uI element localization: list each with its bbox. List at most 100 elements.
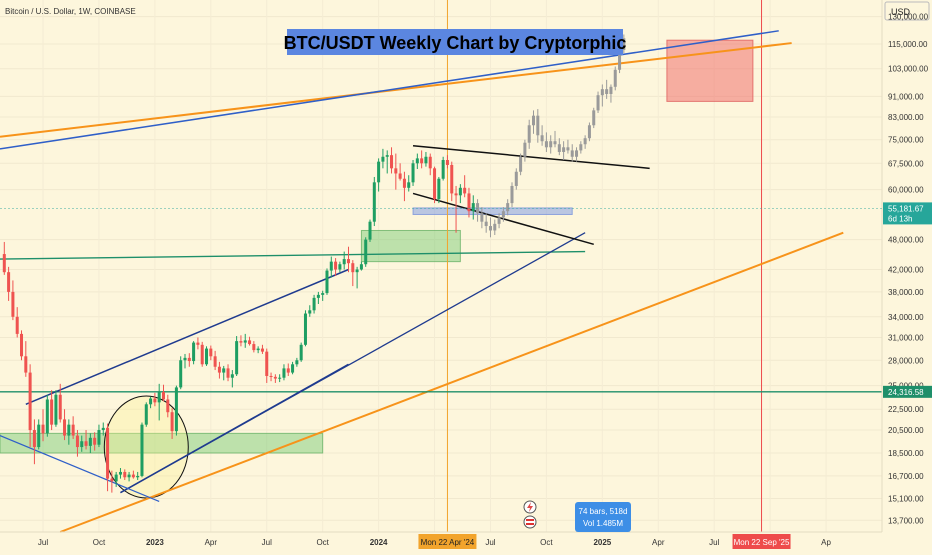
- candle-body: [471, 203, 475, 212]
- currency-button[interactable]: [884, 1, 930, 21]
- candle-body: [377, 161, 381, 183]
- candle-body: [342, 259, 346, 265]
- long-navy-support[interactable]: [120, 232, 586, 494]
- candle: [295, 357, 299, 367]
- lightning-bolt-glyph: [527, 502, 533, 512]
- candle-body: [118, 471, 122, 475]
- candle: [75, 430, 79, 457]
- candle: [7, 266, 11, 301]
- candle-body: [575, 150, 579, 157]
- candle-body: [243, 340, 247, 343]
- candle: [97, 424, 101, 448]
- candle-body: [488, 226, 492, 231]
- candle-body: [424, 156, 428, 164]
- candle-body: [131, 474, 135, 478]
- candle-body: [161, 391, 165, 400]
- candle-body: [587, 125, 591, 139]
- candle: [433, 166, 437, 204]
- y-tick-label: 38,000.00: [888, 288, 924, 297]
- us-flag-icon[interactable]: [523, 515, 537, 529]
- candle-body: [493, 223, 497, 231]
- candle-body: [282, 368, 286, 378]
- candle: [467, 187, 471, 218]
- candle-body: [497, 217, 501, 224]
- candle-body: [101, 427, 105, 431]
- projection-candle: [527, 119, 531, 149]
- candle: [183, 353, 187, 369]
- candle: [368, 219, 372, 242]
- triangle-top[interactable]: [412, 145, 650, 170]
- projection-candle: [519, 153, 523, 176]
- candle-body: [618, 49, 622, 70]
- candle-body: [235, 341, 239, 375]
- candle-body: [592, 110, 596, 126]
- upper-orange-channel[interactable]: [0, 42, 792, 138]
- candle-body: [385, 155, 389, 157]
- candle-body: [127, 474, 131, 478]
- candle: [256, 346, 260, 354]
- candle-body: [540, 135, 544, 142]
- candle-body: [368, 221, 372, 240]
- symbol-header: Bitcoin / U.S. Dollar, 1W, COINBASE: [5, 7, 136, 16]
- candle-body: [437, 178, 441, 200]
- candle: [123, 469, 127, 480]
- price-axis-panel: [882, 0, 932, 550]
- lower-orange-channel[interactable]: [59, 231, 844, 533]
- candle-body: [222, 368, 226, 373]
- candle: [54, 390, 58, 427]
- green-sloped[interactable]: [0, 250, 586, 260]
- candle: [50, 390, 54, 431]
- candle-body: [278, 377, 282, 379]
- candle: [303, 310, 307, 347]
- candle-body: [179, 360, 183, 388]
- candle: [114, 471, 118, 487]
- candle-body: [527, 125, 531, 143]
- candle: [226, 364, 230, 382]
- measure-volume: Vol 1.485M: [583, 519, 623, 528]
- candle: [424, 151, 428, 167]
- candle-body: [549, 141, 553, 148]
- candle-body: [256, 348, 260, 351]
- candle: [243, 333, 247, 348]
- candle: [63, 409, 67, 441]
- candle-body: [325, 270, 329, 294]
- candle: [32, 419, 36, 465]
- projection-candle: [609, 84, 613, 103]
- candle-body: [183, 357, 187, 361]
- candle-body: [381, 156, 385, 162]
- y-tick-label: 20,500.00: [888, 426, 924, 435]
- price-label-bg: [883, 385, 932, 398]
- projection-candle: [600, 84, 604, 107]
- candle-body: [58, 394, 62, 420]
- price-label-bg: [883, 202, 932, 225]
- candle: [385, 150, 389, 174]
- chart-title-banner: BTC/USDT Weekly Chart by Cryptorphic: [284, 29, 626, 55]
- candle: [286, 363, 290, 376]
- candle-body: [557, 144, 561, 152]
- candle-body: [544, 141, 548, 148]
- candle: [45, 394, 49, 437]
- candle-body: [411, 163, 415, 183]
- candle: [265, 348, 269, 383]
- candle: [415, 153, 419, 170]
- measure-tooltip-box: [575, 502, 631, 532]
- left-blue-fall[interactable]: [0, 435, 160, 503]
- candle-body: [136, 475, 140, 478]
- candle: [398, 163, 402, 181]
- long-blue-trend[interactable]: [0, 30, 779, 150]
- candle: [24, 341, 28, 377]
- candle: [458, 184, 462, 204]
- candle: [196, 337, 200, 350]
- flag-stripe-1: [526, 519, 534, 521]
- projection-candle: [583, 135, 587, 149]
- candle-body: [299, 344, 303, 361]
- candle-body: [394, 168, 398, 174]
- candle-body: [308, 310, 312, 314]
- projection-candle: [488, 217, 492, 238]
- projection-candle: [549, 135, 553, 154]
- channel-top[interactable]: [25, 268, 349, 405]
- candle-body: [467, 193, 471, 212]
- date-label-bg: [418, 534, 477, 549]
